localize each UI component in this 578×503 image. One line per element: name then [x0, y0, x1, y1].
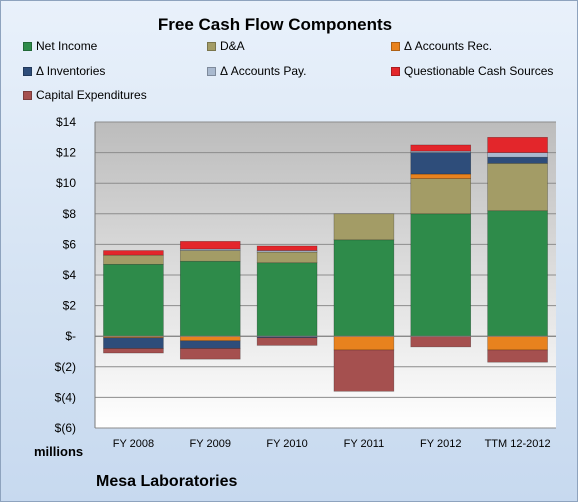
x-tick-label: FY 2012	[420, 438, 461, 450]
legend-item: Capital Expenditures	[23, 88, 147, 102]
legend-item: Δ Accounts Rec.	[391, 39, 492, 53]
bar-segment	[487, 152, 548, 158]
bar-segment	[487, 163, 548, 212]
bar-segment	[333, 335, 395, 351]
bar-segment	[179, 340, 241, 349]
bar-segment	[410, 144, 472, 152]
bar-segment	[410, 178, 472, 215]
bar-segment	[256, 250, 318, 253]
bar-segment	[487, 156, 548, 164]
legend-label: D&A	[220, 39, 245, 53]
legend-label: Net Income	[36, 39, 98, 53]
bar-segment	[487, 210, 548, 337]
legend-item: D&A	[207, 39, 245, 53]
bar-segment	[410, 150, 472, 153]
x-tick-label: FY 2009	[190, 438, 231, 450]
y-tick-label: $4	[63, 268, 77, 282]
bar-segment	[410, 213, 472, 337]
legend-label: Questionable Cash Sources	[404, 64, 554, 78]
x-tick-label: FY 2008	[113, 438, 154, 450]
bar-segment	[179, 348, 241, 360]
bar-segment	[410, 173, 472, 179]
y-tick-label: $-	[65, 329, 76, 343]
legend-item: Δ Inventories	[23, 64, 105, 78]
legend-swatch	[23, 90, 32, 100]
company-label: Mesa Laboratories	[96, 473, 238, 490]
bar-segment	[179, 260, 241, 337]
legend-label: Δ Inventories	[36, 64, 106, 78]
bar-segment	[487, 335, 548, 351]
bar-segment	[179, 335, 241, 342]
bar-segment	[487, 349, 548, 363]
bar-segment	[103, 348, 164, 354]
legend-label: Capital Expenditures	[36, 88, 147, 102]
bar-segment	[103, 250, 164, 256]
bar-segment	[103, 254, 164, 265]
bar-segment	[179, 248, 241, 251]
legend-label: Δ Accounts Pay.	[220, 64, 307, 78]
legend-swatch	[391, 66, 400, 76]
bar-segment	[333, 349, 395, 392]
bar-segment	[179, 250, 241, 262]
bar-segment	[179, 241, 241, 250]
x-tick-label: TTM 12-2012	[485, 438, 551, 450]
bar-segment	[103, 337, 164, 349]
x-tick-label: FY 2010	[266, 438, 307, 450]
legend-item: Δ Accounts Pay.	[207, 64, 307, 78]
bar-segment	[487, 137, 548, 153]
bar-segment	[333, 213, 395, 241]
legend-swatch	[207, 66, 216, 76]
legend-swatch	[23, 66, 32, 76]
units-label: millions	[34, 444, 84, 459]
x-tick-label: FY 2011	[344, 438, 385, 450]
bar-segment	[333, 239, 395, 337]
legend-item: Questionable Cash Sources	[391, 64, 553, 78]
bar-segment	[103, 263, 164, 337]
y-tick-label: $(6)	[55, 421, 76, 435]
y-tick-label: $10	[56, 176, 76, 190]
chart-title: Free Cash Flow Components	[157, 15, 393, 34]
y-tick-label: $(2)	[55, 360, 76, 374]
y-tick-label: $14	[56, 115, 76, 129]
y-tick-label: $6	[63, 237, 77, 251]
y-tick-label: $(4)	[55, 390, 76, 404]
bar-segment	[410, 335, 472, 348]
legend-label: Δ Accounts Rec.	[404, 39, 493, 53]
bar-segment	[256, 245, 318, 251]
legend-swatch	[23, 41, 32, 51]
y-tick-label: $12	[56, 146, 76, 160]
legend-swatch	[391, 41, 400, 51]
bar-segment	[256, 262, 318, 337]
bar-segment	[256, 337, 318, 346]
bar-segment	[410, 152, 472, 175]
bar-segment	[256, 251, 318, 264]
y-tick-label: $8	[63, 207, 77, 221]
legend-item: Net Income	[23, 39, 97, 53]
legend-swatch	[207, 41, 216, 51]
y-tick-label: $2	[63, 299, 77, 313]
